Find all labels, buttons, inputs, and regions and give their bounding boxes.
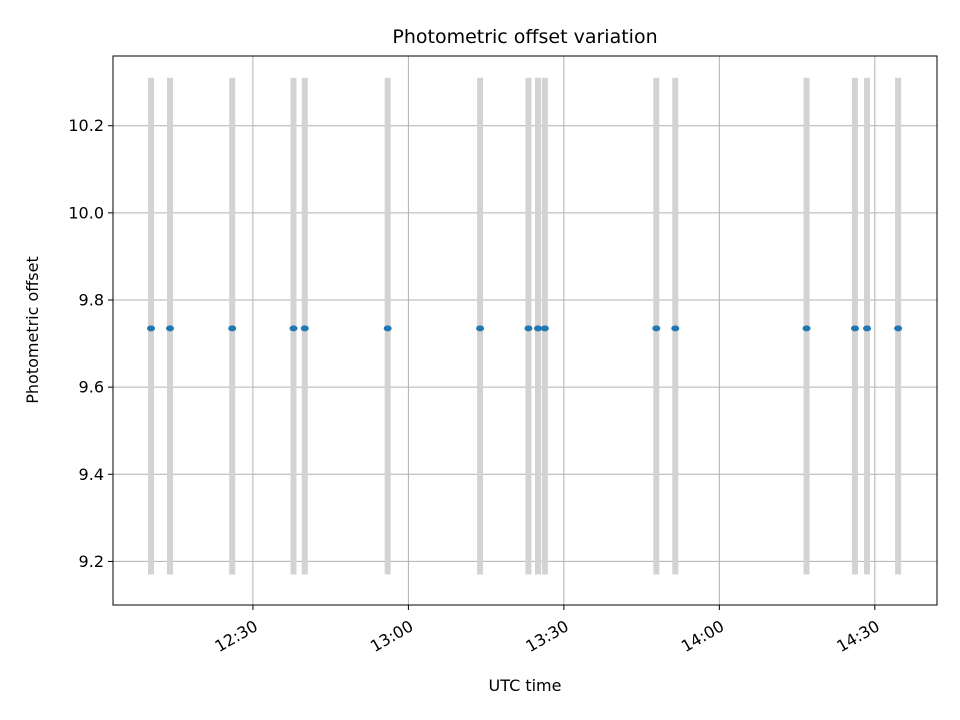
- data-point: [850, 325, 859, 332]
- plot-area-frame: [112, 55, 938, 606]
- data-points: [147, 325, 903, 332]
- data-point: [894, 325, 903, 332]
- data-point: [228, 325, 237, 332]
- y-axis-ticks: 9.2 9.4 9.6 9.8 10.0 10.2: [68, 116, 113, 571]
- data-point: [540, 325, 549, 332]
- data-point: [671, 325, 680, 332]
- grid-lines: [113, 56, 937, 605]
- y-axis-label: Photometric offset: [23, 256, 42, 404]
- y-tick-label: 9.4: [79, 465, 104, 484]
- y-tick-label: 9.6: [79, 378, 104, 397]
- data-point: [166, 325, 175, 332]
- data-point: [476, 325, 485, 332]
- y-tick-label: 10.2: [68, 116, 104, 135]
- data-point: [289, 325, 298, 332]
- x-axis-label: UTC time: [489, 676, 562, 695]
- data-point: [300, 325, 309, 332]
- y-tick-label: 9.8: [79, 291, 104, 310]
- data-point: [383, 325, 392, 332]
- chart-title: Photometric offset variation: [392, 26, 657, 48]
- data-point: [652, 325, 661, 332]
- data-point: [863, 325, 872, 332]
- data-point: [147, 325, 156, 332]
- data-point: [533, 325, 542, 332]
- data-point: [802, 325, 811, 332]
- data-point: [524, 325, 533, 332]
- y-tick-label: 10.0: [68, 203, 104, 222]
- y-tick-label: 9.2: [79, 552, 104, 571]
